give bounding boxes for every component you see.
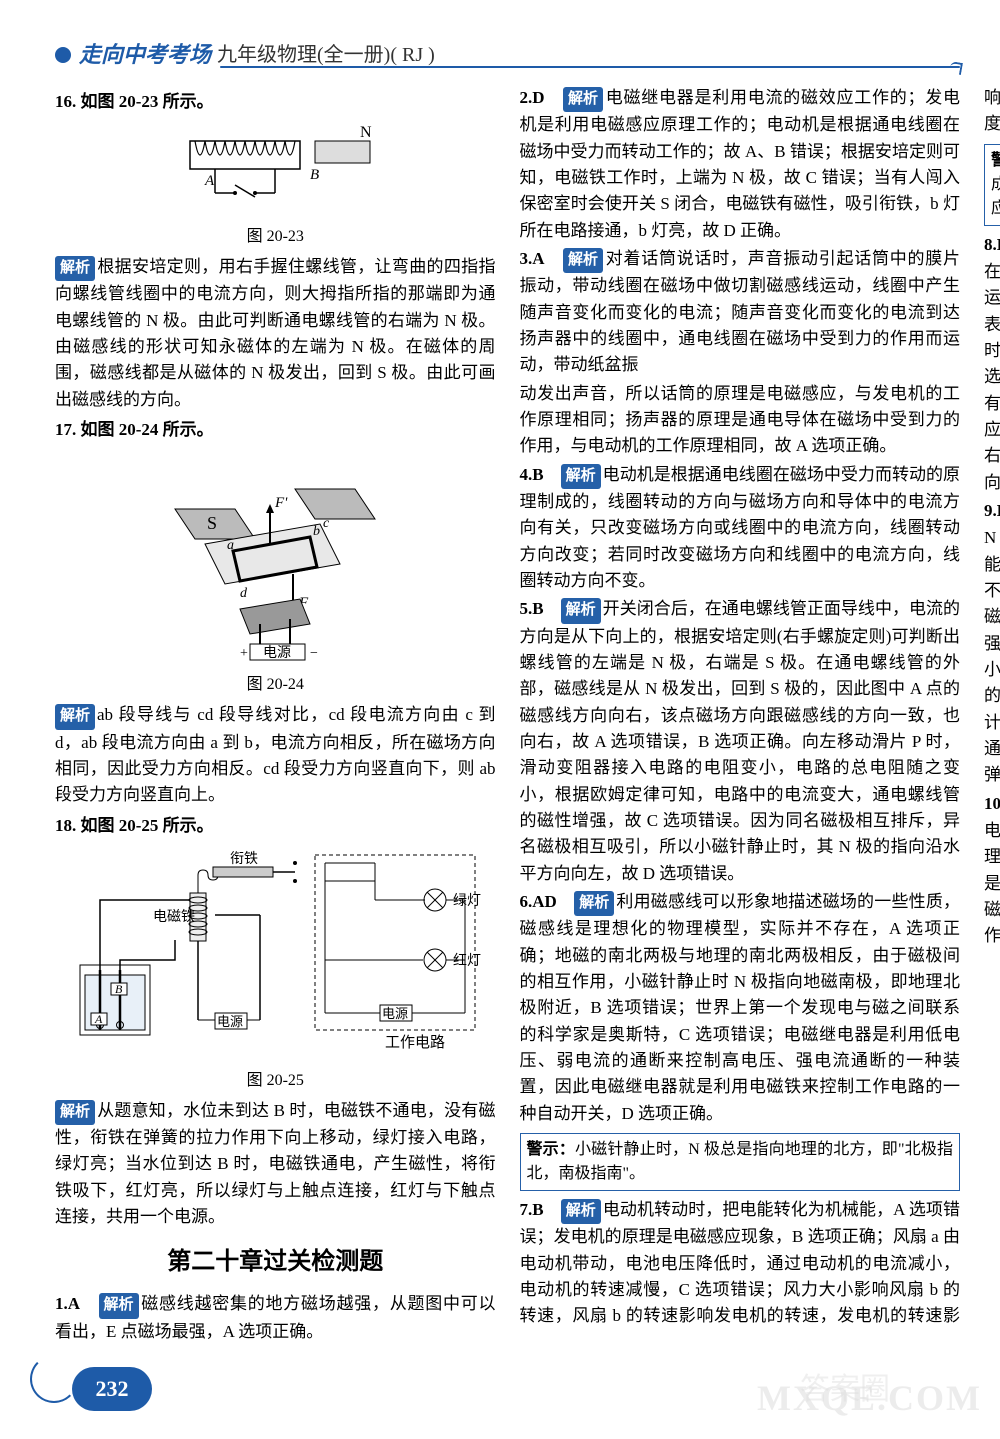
analysis-label: 解析 — [55, 1100, 95, 1125]
q18-analysis-text: 从题意知，水位未到达 B 时，电磁铁不通电，没有磁性，衔铁在弹簧的拉力作用下向上… — [55, 1101, 496, 1226]
svg-text:A: A — [204, 173, 215, 189]
analysis-label: 解析 — [561, 598, 601, 623]
answer-10-num: 10. C — [984, 794, 1000, 813]
q17-analysis-text: ab 段导线与 cd 段导线对比，cd 段电流方向由 c 到 d，ab 段电流方… — [55, 705, 496, 804]
svg-text:绿灯: 绿灯 — [453, 893, 481, 909]
answer-3-cont: 动发出声音，所以话筒的原理是电磁感应，与发电机的工作原理相同；扬声器的原理是通电… — [520, 381, 961, 460]
q16-analysis: 解析根据安培定则，用右手握住螺线管，让弯曲的四指指向螺线管线圈中的电流方向，则大… — [55, 254, 496, 413]
q17-analysis: 解析ab 段导线与 cd 段导线对比，cd 段电流方向由 c 到 d，ab 段电… — [55, 702, 496, 808]
svg-text:S: S — [207, 513, 217, 533]
answer-3: 3.A 解析对着话筒说话时，声音振动引起话筒中的膜片振动，带动线圈在磁场中做切割… — [520, 246, 961, 379]
answer-7-num: 7.B — [520, 1200, 544, 1219]
figure-20-23: N A B — [55, 121, 496, 221]
q18-heading: 18. 如图 20-25 所示。 — [55, 813, 496, 839]
svg-text:工作电路: 工作电路 — [385, 1034, 445, 1051]
tip-box-1: 警示：小磁针静止时，N 极总是指向地理的北方，即"北极指北，南极指南"。 — [520, 1133, 961, 1191]
svg-text:红灯: 红灯 — [453, 953, 481, 969]
answer-5: 5.B 解析开关闭合后，在通电螺线管正面导线中，电流的方向是从下向上的，根据安培… — [520, 596, 961, 887]
answer-6: 6.AD 解析利用磁感线可以形象地描述磁场的一些性质，磁感线是理想化的物理模型，… — [520, 889, 961, 1127]
svg-text:F': F' — [274, 495, 288, 511]
svg-text:−: − — [310, 646, 318, 661]
q18-analysis: 解析从题意知，水位未到达 B 时，电磁铁不通电，没有磁性，衔铁在弹簧的拉力作用下… — [55, 1098, 496, 1231]
fig-20-23-caption: 图 20-23 — [55, 225, 496, 250]
analysis-label: 解析 — [561, 1199, 601, 1224]
answer-9-num: 9.BC — [984, 501, 1000, 520]
svg-text:c: c — [323, 516, 330, 531]
answer-1: 1.A 解析磁感线越密集的地方磁场越强，从题图中可以看出，E 点磁场最强，A 选… — [55, 1291, 496, 1345]
tip-label: 警示： — [527, 1141, 576, 1158]
watermark-main: MXQE.COM — [757, 1371, 982, 1427]
analysis-label: 解析 — [563, 87, 603, 112]
fig-20-24-caption: 图 20-24 — [55, 673, 496, 698]
tip-1-text: 小磁针静止时，N 极总是指向地理的北方，即"北极指北，南极指南"。 — [527, 1141, 954, 1182]
svg-text:+: + — [240, 646, 248, 661]
svg-text:d: d — [240, 586, 248, 601]
svg-text:电源: 电源 — [217, 1014, 243, 1029]
svg-text:电磁铁: 电磁铁 — [153, 909, 195, 925]
analysis-label: 解析 — [99, 1293, 139, 1318]
fig-20-25-caption: 图 20-25 — [55, 1069, 496, 1094]
figure-20-25: A B 电磁铁 衔铁 电源 — [55, 845, 496, 1065]
header-underline — [220, 66, 960, 68]
svg-text:电源: 电源 — [263, 645, 291, 661]
answer-5-text: 开关闭合后，在通电螺线管正面导线中，电流的方向是从下向上的，根据安培定则(右手螺… — [520, 599, 961, 882]
answer-2-num: 2.D — [520, 88, 545, 107]
header-bullet-icon — [55, 47, 71, 63]
answer-8: 8.D 解析产生感应电流的条件是闭合电路的一部分导体在磁场中做切割磁感线运动。导… — [984, 232, 1000, 496]
answer-4-num: 4.B — [520, 465, 544, 484]
figure-20-24: S a b c d F' F + − 电源 — [55, 449, 496, 669]
answer-5-num: 5.B — [520, 599, 544, 618]
answer-9: 9.BC 解析根据安培定则可以判断出通电螺线管的上端为 N 极，它与条形磁铁之间… — [984, 498, 1000, 789]
analysis-label: 解析 — [563, 248, 603, 273]
q16-heading: 16. 如图 20-23 所示。 — [55, 89, 496, 115]
svg-text:电源: 电源 — [382, 1006, 408, 1021]
q17-heading: 17. 如图 20-24 所示。 — [55, 417, 496, 443]
answer-3-num: 3.A — [520, 249, 545, 268]
exam-chapter-title: 第二十章过关检测题 — [55, 1244, 496, 1281]
answer-6-num: 6.AD — [520, 892, 557, 911]
svg-text:b: b — [313, 524, 320, 539]
svg-text:B: B — [310, 167, 319, 183]
answer-4: 4.B 解析电动机是根据通电线圈在磁场中受力而转动的原理制成的，线圈转动的方向与… — [520, 462, 961, 595]
page-corner-decoration-icon — [30, 1355, 78, 1403]
svg-text:衔铁: 衔铁 — [230, 851, 258, 867]
tip-label: 警示： — [991, 152, 1000, 169]
svg-text:a: a — [227, 538, 234, 553]
answer-8-text: 产生感应电流的条件是闭合电路的一部分导体在磁场中做切割磁感线运动。导线 ab 竖… — [984, 235, 1000, 492]
answer-2: 2.D 解析电磁继电器是利用电流的磁效应工作的；发电机是利用电磁感应原理工作的；… — [520, 85, 961, 244]
answer-8-num: 8.D — [984, 235, 1000, 254]
header-title: 走向中考考场 — [79, 38, 211, 72]
content-body: 16. 如图 20-23 所示。 N A B 图 20-23 解析根据安培定则，… — [55, 85, 960, 1369]
svg-text:N: N — [360, 124, 372, 141]
analysis-label: 解析 — [55, 256, 95, 281]
svg-text:A: A — [94, 1012, 103, 1026]
answer-10: 10. C 解析处于强磁场中的弹射车，当车内的导体通以强电流时，舰载机受到强大的… — [984, 791, 1000, 950]
analysis-label: 解析 — [561, 464, 601, 489]
analysis-label: 解析 — [55, 704, 95, 729]
answer-9-text: 根据安培定则可以判断出通电螺线管的上端为 N 极，它与条形磁铁之间存在着相互作用… — [984, 501, 1000, 784]
answer-6-text: 利用磁感线可以形象地描述磁场的一些性质，磁感线是理想化的物理模型，实际并不存在，… — [520, 892, 961, 1123]
svg-text:B: B — [115, 982, 123, 996]
answer-1-num: 1.A — [55, 1294, 80, 1313]
tip-box-2: 警示：电动机是根据通电线圈在磁场中受力而转动的原理制成的，其工作时将电能转化为机… — [984, 144, 1000, 226]
analysis-label: 解析 — [574, 891, 614, 916]
page-number: 232 — [72, 1367, 152, 1411]
answer-10-text: 处于强磁场中的弹射车，当车内的导体通以强电流时，舰载机受到强大的推力，即电磁弹射… — [984, 794, 1000, 946]
q16-analysis-text: 根据安培定则，用右手握住螺线管，让弯曲的四指指向螺线管线圈中的电流方向，则大拇指… — [55, 257, 496, 409]
